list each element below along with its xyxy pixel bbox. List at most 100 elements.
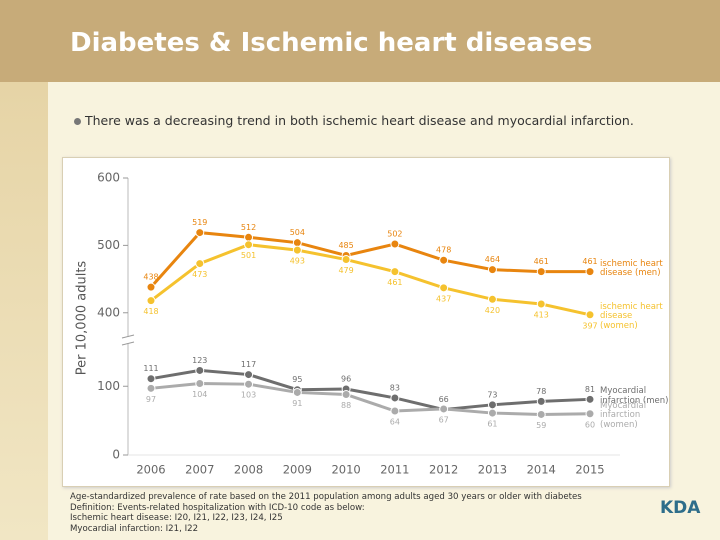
data-point bbox=[585, 394, 595, 404]
data-point bbox=[390, 406, 400, 416]
y-tick-label: 500 bbox=[97, 238, 120, 252]
data-point bbox=[146, 383, 156, 393]
data-point bbox=[487, 408, 497, 418]
data-point bbox=[292, 238, 302, 248]
data-label: 95 bbox=[292, 375, 302, 384]
data-point bbox=[146, 282, 156, 292]
data-point bbox=[195, 365, 205, 375]
data-point bbox=[487, 265, 497, 275]
data-point bbox=[487, 294, 497, 304]
data-point bbox=[585, 310, 595, 320]
data-point bbox=[585, 409, 595, 419]
title-band bbox=[0, 0, 720, 82]
data-point bbox=[244, 240, 254, 250]
data-label: 91 bbox=[292, 399, 302, 408]
footnote-line: Age-standardized prevalence of rate base… bbox=[70, 492, 582, 502]
data-label: 60 bbox=[585, 420, 595, 429]
data-point bbox=[536, 267, 546, 277]
data-label: 485 bbox=[338, 241, 353, 250]
data-label: 413 bbox=[534, 311, 549, 320]
data-label: 59 bbox=[536, 421, 546, 430]
footnote-line: Definition: Events-related hospitalizati… bbox=[70, 502, 365, 513]
data-point bbox=[390, 267, 400, 277]
data-point bbox=[195, 259, 205, 269]
data-point bbox=[341, 255, 351, 265]
data-point bbox=[536, 396, 546, 406]
series-line bbox=[150, 381, 591, 416]
series-line bbox=[149, 231, 590, 289]
y-axis-label: Per 10,000 adults bbox=[75, 261, 90, 376]
data-point bbox=[390, 239, 400, 249]
x-tick-label: 2011 bbox=[380, 463, 409, 477]
x-tick-label: 2010 bbox=[331, 463, 360, 477]
data-label: 519 bbox=[192, 218, 207, 227]
data-label: 73 bbox=[487, 390, 497, 399]
legend-entry: ischemic heart disease (men) bbox=[600, 258, 663, 279]
series-line bbox=[150, 243, 591, 317]
data-point bbox=[146, 296, 156, 306]
x-tick-label: 2015 bbox=[575, 463, 604, 477]
x-tick-label: 2007 bbox=[185, 463, 214, 477]
axis-break bbox=[121, 341, 135, 346]
footnote-line: Myocardial infarction: I21, I22 bbox=[70, 523, 199, 534]
data-point bbox=[439, 255, 449, 265]
data-point bbox=[195, 228, 205, 238]
x-tick-label: 2008 bbox=[234, 463, 263, 477]
data-label: 501 bbox=[241, 251, 256, 260]
data-label: 502 bbox=[387, 230, 402, 239]
data-label: 512 bbox=[241, 223, 256, 232]
data-label: 67 bbox=[439, 415, 449, 424]
data-label: 83 bbox=[390, 383, 400, 392]
data-label: 96 bbox=[341, 375, 351, 384]
data-point bbox=[536, 409, 546, 419]
data-point bbox=[195, 379, 205, 388]
data-label: 479 bbox=[338, 266, 353, 275]
data-point bbox=[292, 387, 302, 397]
data-label: 461 bbox=[582, 257, 597, 266]
data-point bbox=[390, 393, 400, 403]
y-tick-label: 100 bbox=[97, 379, 120, 393]
data-label: 104 bbox=[192, 390, 207, 399]
data-point bbox=[341, 390, 351, 399]
logo: KDA bbox=[660, 498, 701, 518]
data-label: 66 bbox=[439, 395, 449, 404]
axis-break bbox=[121, 334, 135, 339]
x-tick-label: 2006 bbox=[136, 463, 165, 477]
data-label: 418 bbox=[143, 307, 158, 316]
slide-title: Diabetes & Ischemic heart diseases bbox=[70, 28, 593, 58]
data-point bbox=[487, 400, 497, 410]
data-label: 461 bbox=[387, 278, 402, 287]
data-label: 438 bbox=[143, 273, 158, 282]
data-label: 420 bbox=[485, 306, 500, 315]
side-strip bbox=[0, 82, 48, 540]
bullet-text: There was a decreasing trend in both isc… bbox=[74, 113, 634, 128]
data-label: 61 bbox=[487, 420, 497, 429]
data-label: 111 bbox=[143, 364, 158, 373]
data-label: 97 bbox=[146, 395, 156, 404]
series-line bbox=[150, 368, 591, 412]
data-label: 64 bbox=[390, 418, 400, 427]
data-point bbox=[439, 283, 449, 293]
data-point bbox=[244, 379, 254, 389]
x-tick-label: 2013 bbox=[478, 463, 507, 477]
data-label: 437 bbox=[436, 294, 451, 303]
footnote-line: Ischemic heart disease: I20, I21, I22, I… bbox=[70, 513, 283, 523]
data-point bbox=[292, 245, 302, 255]
data-label: 464 bbox=[485, 255, 500, 264]
y-tick-label: 600 bbox=[97, 171, 120, 185]
data-label: 123 bbox=[192, 356, 207, 365]
data-label: 478 bbox=[436, 246, 451, 255]
data-label: 78 bbox=[536, 387, 546, 396]
data-point bbox=[244, 370, 254, 380]
data-point bbox=[536, 299, 546, 309]
x-tick-label: 2014 bbox=[527, 463, 556, 477]
x-tick-label: 2009 bbox=[283, 463, 312, 477]
data-point bbox=[439, 404, 449, 414]
data-label: 397 bbox=[582, 321, 597, 330]
data-label: 473 bbox=[192, 270, 207, 279]
legend-entry: Myocardial infarction (women) bbox=[600, 400, 647, 430]
legend-entry: ischemic heart disease (women) bbox=[600, 301, 663, 331]
legend-entry: Myocardial infarction (men) bbox=[600, 386, 669, 406]
